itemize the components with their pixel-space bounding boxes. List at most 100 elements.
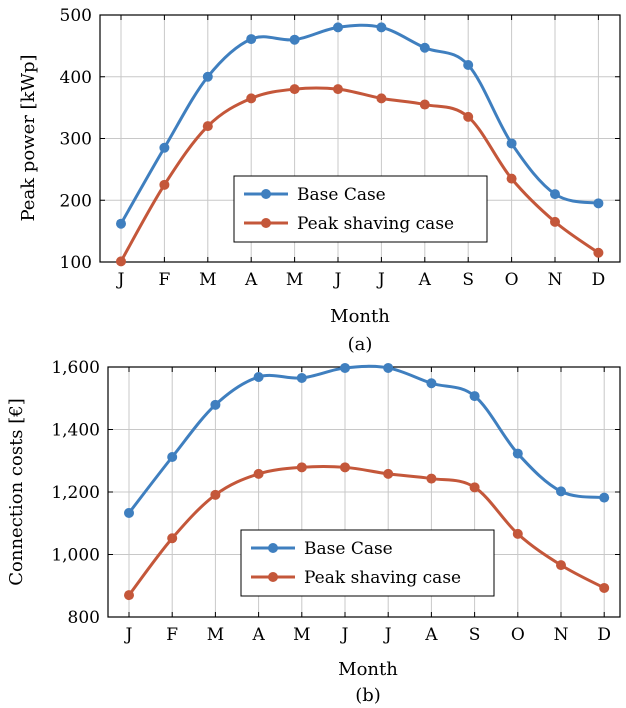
- data-point-peak-shaving: [116, 256, 126, 267]
- x-tick-label: M: [286, 270, 303, 290]
- y-axis-label: Peak power [kWp]: [18, 54, 39, 221]
- legend-swatch-marker: [261, 218, 271, 228]
- legend-box: [240, 529, 495, 597]
- data-point-base-case: [124, 507, 134, 518]
- x-tick-label: N: [548, 270, 563, 290]
- data-point-peak-shaving: [246, 93, 257, 104]
- data-point-peak-shaving: [550, 216, 560, 227]
- y-tick-label: 1,600: [51, 358, 100, 378]
- legend-box: [233, 175, 488, 243]
- data-point-base-case: [253, 372, 264, 382]
- x-tick-label: S: [469, 625, 481, 645]
- data-point-base-case: [340, 362, 350, 373]
- data-point-peak-shaving: [159, 179, 170, 190]
- chart-caption: (a): [348, 334, 373, 355]
- x-tick-label: J: [340, 625, 349, 645]
- data-point-peak-shaving: [340, 462, 350, 473]
- legend-label: Base Case: [304, 539, 393, 559]
- x-tick-label: O: [511, 625, 525, 645]
- x-tick-label: J: [124, 625, 133, 645]
- data-point-base-case: [463, 60, 474, 71]
- data-point-base-case: [469, 391, 480, 402]
- x-tick-label: F: [166, 625, 178, 645]
- x-tick-label: D: [592, 270, 606, 290]
- data-point-base-case: [599, 492, 610, 503]
- data-point-peak-shaving: [296, 462, 307, 473]
- x-tick-label: A: [251, 625, 265, 645]
- data-point-base-case: [333, 22, 343, 33]
- data-point-peak-shaving: [333, 84, 343, 95]
- data-point-peak-shaving: [506, 173, 517, 184]
- y-tick-label: 100: [60, 253, 92, 273]
- x-tick-label: D: [597, 625, 611, 645]
- data-point-base-case: [550, 189, 560, 200]
- y-tick-label: 1,000: [51, 546, 100, 566]
- y-tick-label: 500: [60, 6, 92, 26]
- legend-label: Peak shaving case: [304, 568, 461, 588]
- legend-swatch-marker: [261, 189, 271, 199]
- x-tick-label: J: [333, 270, 342, 290]
- data-point-base-case: [289, 34, 300, 45]
- data-point-base-case: [383, 362, 394, 373]
- data-point-base-case: [202, 71, 213, 82]
- data-point-peak-shaving: [124, 590, 134, 601]
- x-tick-label: M: [199, 270, 216, 290]
- data-point-peak-shaving: [419, 99, 430, 110]
- data-point-peak-shaving: [383, 468, 394, 479]
- data-point-base-case: [506, 138, 517, 149]
- series-line-base-case: [127, 364, 605, 514]
- data-point-base-case: [426, 378, 437, 389]
- data-point-peak-shaving: [426, 473, 437, 484]
- data-point-peak-shaving: [599, 582, 610, 593]
- data-point-peak-shaving: [253, 468, 264, 479]
- data-point-peak-shaving: [593, 247, 604, 258]
- x-tick-label: J: [116, 270, 125, 290]
- data-point-peak-shaving: [167, 533, 178, 544]
- legend: Base Case Peak shaving case: [240, 529, 495, 597]
- x-tick-label: M: [293, 625, 310, 645]
- data-point-base-case: [419, 42, 430, 53]
- legend-swatch-marker: [268, 543, 278, 553]
- x-tick-label: F: [159, 270, 171, 290]
- y-tick-label: 1,200: [51, 483, 100, 503]
- chart-caption: (b): [355, 685, 381, 706]
- data-point-peak-shaving: [469, 482, 480, 493]
- data-point-peak-shaving: [512, 528, 523, 539]
- data-point-base-case: [116, 218, 126, 229]
- data-point-peak-shaving: [289, 84, 300, 95]
- x-tick-label: N: [554, 625, 569, 645]
- y-tick-label: 200: [60, 191, 92, 211]
- x-tick-label: J: [383, 625, 392, 645]
- x-tick-label: A: [424, 625, 438, 645]
- chart-peak-power: 100 200 300 400 500 J F M A M J J A S O N D Peak power …: [18, 6, 621, 355]
- data-point-base-case: [296, 372, 307, 383]
- y-tick-label: 800: [68, 608, 100, 628]
- data-point-base-case: [210, 399, 221, 410]
- data-point-base-case: [246, 34, 257, 45]
- data-point-base-case: [167, 452, 178, 462]
- data-point-base-case: [376, 22, 387, 33]
- x-tick-label: A: [244, 270, 258, 290]
- x-tick-label: A: [418, 270, 432, 290]
- data-point-peak-shaving: [210, 489, 221, 500]
- x-tick-label: S: [462, 270, 474, 290]
- data-point-base-case: [159, 142, 170, 153]
- y-axis-label: Connection costs [€]: [6, 398, 27, 586]
- legend: Base Case Peak shaving case: [233, 175, 488, 243]
- x-tick-label: O: [505, 270, 519, 290]
- chart-connection-costs: 800 1,000 1,200 1,400 1,600 J F M A M J J A S O N D Con…: [6, 358, 621, 706]
- data-point-peak-shaving: [202, 121, 213, 132]
- legend-label: Base Case: [297, 185, 386, 205]
- data-point-peak-shaving: [463, 111, 474, 122]
- data-point-base-case: [512, 448, 523, 459]
- legend-swatch-marker: [268, 572, 278, 582]
- x-tick-label: J: [376, 270, 385, 290]
- x-axis-label: Month: [338, 659, 398, 680]
- x-axis-label: Month: [330, 306, 390, 327]
- data-point-base-case: [593, 198, 604, 209]
- data-point-peak-shaving: [376, 93, 387, 104]
- data-point-peak-shaving: [556, 560, 566, 571]
- y-tick-label: 1,400: [51, 421, 100, 441]
- data-point-base-case: [556, 486, 566, 497]
